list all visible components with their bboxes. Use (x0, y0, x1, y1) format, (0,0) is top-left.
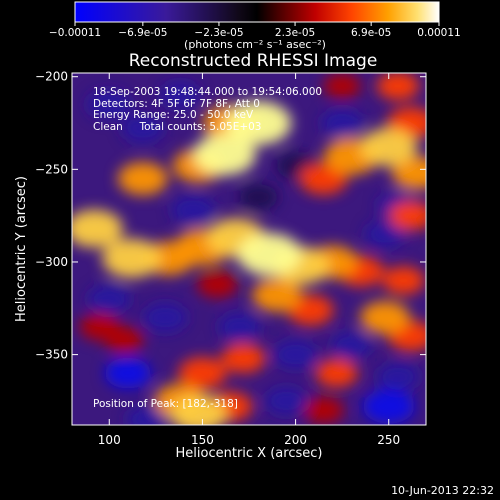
x-axis-ticks: 100 150 200 250 (98, 73, 400, 447)
heatmap-hot-blob (360, 300, 410, 335)
heatmap-cold-blob (264, 386, 308, 416)
heatmap-hot-blob (178, 357, 227, 390)
heatmap-hot-blob (323, 73, 361, 99)
heatmap-hot-blob (196, 270, 238, 298)
heatmap-cold-blob (87, 89, 132, 120)
heatmap-hot-blob (360, 128, 418, 167)
y-tick-label: −250 (35, 162, 68, 176)
heatmap-hot-blob (376, 73, 420, 101)
x-tick-label: 150 (191, 433, 214, 447)
heatmap-cold-blob (87, 284, 131, 314)
heatmap-hot-blob (303, 396, 344, 424)
heatmap-cold-blob (376, 362, 420, 392)
heatmap-cold-blob (126, 405, 167, 425)
heatmap-hot-blob (79, 313, 121, 341)
x-axis-label: Heliocentric X (arcsec) (175, 446, 323, 461)
y-tick-label: −200 (35, 70, 68, 84)
x-tick-label: 250 (377, 433, 400, 447)
heatmap-hot-blob (102, 238, 162, 278)
heatmap-hot-blob (221, 343, 266, 374)
chart-title: Reconstructed RHESSI Image (128, 51, 378, 71)
heatmap-blobs (72, 73, 426, 425)
colorbar-ticks: −0.00011 −6.9e-05 −2.3e-05 2.3e-05 6.9e-05 0.… (49, 22, 461, 39)
plot-frame (71, 72, 427, 426)
annotation-energy-range: Energy Range: 25.0 - 50.0 keV (93, 109, 254, 122)
heatmap-cold-blob (331, 331, 372, 359)
heatmap-cold-blob (273, 339, 318, 370)
footer-date: 10-Jun-2013 22:32 (391, 484, 494, 497)
heatmap-hot-blob (225, 101, 292, 146)
annotation-time-range: 18-Sep-2003 19:48:44.000 to 19:54:06.000 (93, 86, 323, 98)
colorbar-tick-label: −0.00011 (49, 27, 101, 39)
heatmap-hot-blob (391, 156, 426, 190)
heatmap-cold-blob (170, 195, 216, 225)
heatmap-cold-blob (159, 81, 201, 109)
x-tick-label: 200 (284, 433, 307, 447)
heatmap-hot-blob (382, 266, 425, 295)
heatmap-hot-blob (193, 133, 256, 176)
heatmap-hot-blob (315, 358, 358, 388)
heatmap-hot-blob (388, 200, 426, 231)
annotation-block: 18-Sep-2003 19:48:44.000 to 19:54:06.000… (93, 86, 323, 133)
heatmap-cold-blob (362, 389, 415, 424)
heatmap-cold-blob (104, 357, 151, 389)
colorbar-tick-label: 6.9e-05 (351, 27, 391, 39)
y-tick-label: −350 (35, 348, 68, 362)
heatmap-cold-blob (320, 108, 364, 138)
heatmap-cold-blob (218, 312, 261, 342)
heatmap-hot-blob (170, 394, 228, 425)
heatmap-hot-blob (252, 278, 302, 312)
colorbar-tick-label: −2.3e-05 (194, 27, 243, 39)
heatmap-cold-blob (142, 302, 188, 333)
colorbar-gradient (74, 1, 440, 23)
y-tick-label: −300 (35, 255, 68, 269)
colorbar-tick-label: −6.9e-05 (118, 27, 167, 39)
colorbar: −0.00011 −6.9e-05 −2.3e-05 2.3e-05 6.9e-05 0.… (49, 1, 461, 39)
y-axis-label: Heliocentric Y (arcsec) (14, 176, 29, 322)
heatmap-cold-blob (121, 114, 165, 143)
heatmap-hot-blob (117, 162, 168, 196)
x-tick-label: 100 (98, 433, 121, 447)
heatmap-cold-blob (238, 184, 278, 211)
heatmap-hot-blob (237, 233, 302, 276)
peak-position-label: Position of Peak: [182,-318] (93, 398, 238, 410)
y-axis-ticks: −200 −250 −300 −350 (35, 70, 426, 362)
colorbar-tick-label: 0.00011 (417, 27, 460, 39)
heatmap-cold-blob (364, 220, 406, 248)
colorbar-tick-label: 2.3e-05 (275, 27, 315, 39)
annotation-detectors: Detectors: 4F 5F 6F 7F 8F, Att 0 (93, 97, 260, 110)
annotation-total-counts: Clean Total counts: 5.05E+03 (93, 120, 262, 133)
colorbar-unit-label: (photons cm⁻² s⁻¹ asec⁻²) (184, 38, 326, 51)
heatmap-hot-blob (72, 209, 123, 248)
